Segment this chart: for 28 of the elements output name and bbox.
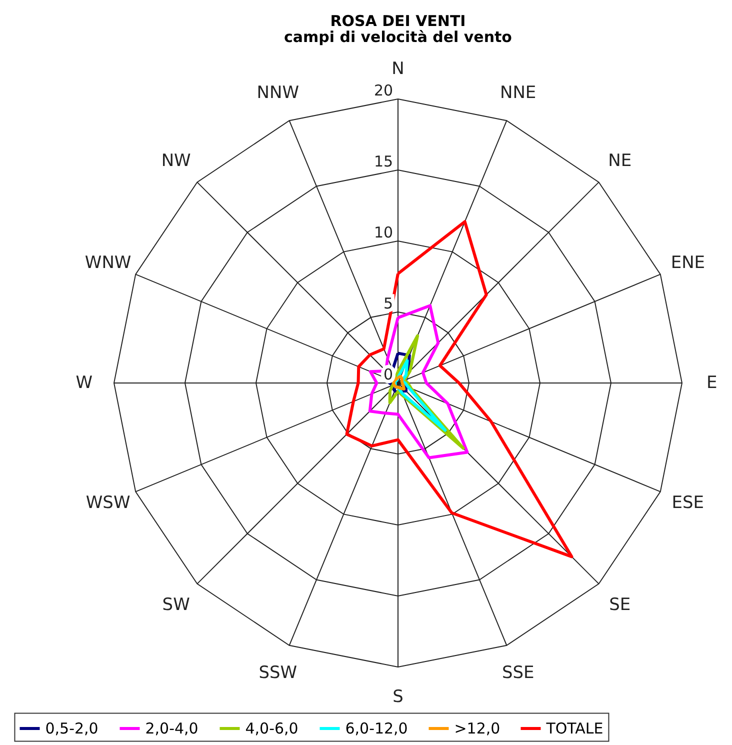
legend-label: 0,5-2,0 bbox=[45, 720, 98, 738]
spoke-label: E bbox=[706, 373, 718, 393]
spoke-label: W bbox=[76, 373, 93, 393]
chart-title: ROSA DEI VENTI bbox=[330, 12, 466, 30]
legend-label: TOTALE bbox=[545, 720, 604, 738]
legend-label: 4,0-6,0 bbox=[245, 720, 298, 738]
spoke-label: NW bbox=[161, 151, 192, 172]
legend-label: 2,0-4,0 bbox=[145, 720, 198, 738]
legend-label: >12,0 bbox=[454, 720, 500, 738]
y-tick-label: 15 bbox=[374, 152, 394, 170]
spoke-label: ENE bbox=[670, 252, 706, 273]
chart-subtitle: campi di velocità del vento bbox=[284, 28, 512, 46]
spoke-label: SSE bbox=[502, 662, 534, 683]
y-tick-label: 0 bbox=[383, 365, 394, 384]
spoke-label: WSW bbox=[86, 493, 130, 514]
spoke-label: S bbox=[392, 686, 404, 707]
y-tick-label: 10 bbox=[374, 223, 394, 242]
spoke-label: WNW bbox=[84, 252, 132, 273]
spoke-label: NE bbox=[608, 151, 632, 172]
legend-label: 6,0-12,0 bbox=[345, 720, 408, 738]
spoke-label: N bbox=[392, 59, 404, 80]
spoke-label: NNW bbox=[256, 83, 300, 104]
spoke-label: SSW bbox=[258, 662, 298, 683]
spoke-label: ESE bbox=[672, 493, 704, 514]
spoke-label: SW bbox=[162, 594, 190, 615]
spoke-label: NNE bbox=[500, 83, 536, 104]
y-tick-label: 20 bbox=[374, 81, 394, 100]
spoke-label: SE bbox=[609, 594, 631, 615]
